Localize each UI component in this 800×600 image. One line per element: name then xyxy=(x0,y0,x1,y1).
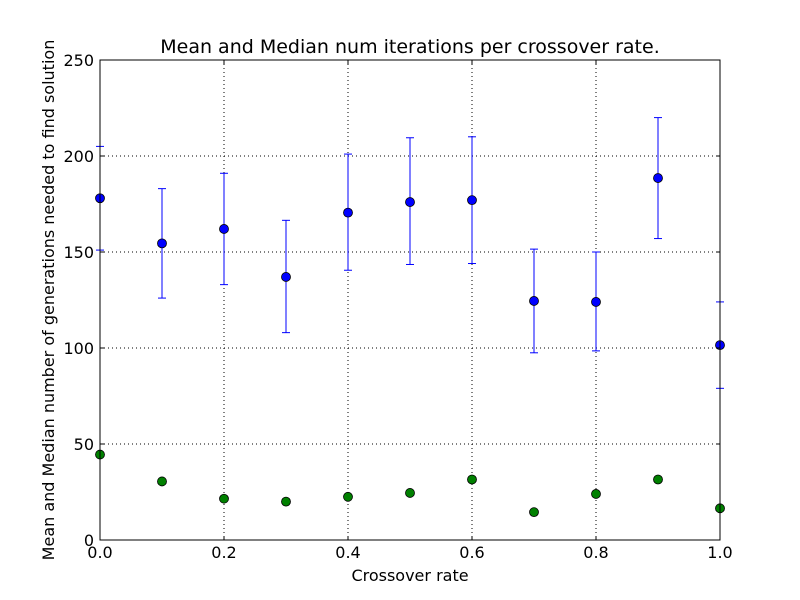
data-point-series-2 xyxy=(529,507,539,518)
data-point-series-1 xyxy=(529,296,539,306)
x-tick-label: 0.8 xyxy=(583,543,608,562)
plot-frame xyxy=(99,59,721,541)
plot-area-background xyxy=(100,60,720,540)
y-tick-label: 250 xyxy=(63,51,94,70)
x-tick-label: 0.2 xyxy=(211,543,236,562)
data-point-series-2 xyxy=(343,491,353,502)
data-point-series-2 xyxy=(653,474,663,485)
x-axis-label: Crossover rate xyxy=(351,566,468,585)
chart-title: Mean and Median num iterations per cross… xyxy=(160,36,659,58)
x-tick-label: 0.6 xyxy=(459,543,484,562)
y-tick-label: 200 xyxy=(63,147,94,166)
data-point-series-1 xyxy=(157,238,167,249)
data-point-series-2 xyxy=(591,489,601,499)
y-axis-label: Mean and Median number of generations ne… xyxy=(39,40,58,561)
data-point-series-2 xyxy=(281,496,291,507)
x-tick-label: 1.0 xyxy=(707,543,732,562)
data-point-series-2 xyxy=(157,476,167,487)
data-point-series-2 xyxy=(405,488,415,498)
data-point-series-1 xyxy=(343,207,353,218)
y-tick-label: 50 xyxy=(74,435,94,454)
y-tick-label: 100 xyxy=(63,339,94,358)
axis-ticks: 0.0 0.2 0.4 0.6 0.8 1.0 0 50 100 150 200 250 xyxy=(63,51,732,562)
data-point-series-1 xyxy=(591,297,601,307)
data-point-series-1 xyxy=(467,195,477,206)
data-points xyxy=(95,173,725,518)
x-tick-label: 0.4 xyxy=(335,543,360,562)
x-tick-label: 0.0 xyxy=(87,543,112,562)
data-point-series-2 xyxy=(219,493,229,504)
data-point-series-2 xyxy=(467,474,477,485)
data-point-series-1 xyxy=(281,272,291,282)
y-tick-label: 150 xyxy=(63,243,94,262)
data-point-series-1 xyxy=(405,197,415,207)
data-point-series-1 xyxy=(219,224,229,234)
y-tick-label: 0 xyxy=(84,531,94,550)
data-point-series-1 xyxy=(653,173,663,183)
